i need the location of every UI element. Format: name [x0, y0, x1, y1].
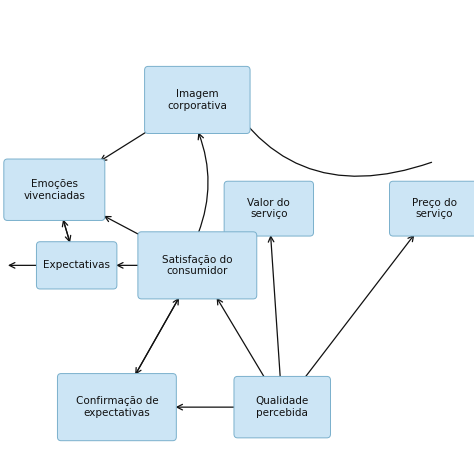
- Text: Qualidade
percebida: Qualidade percebida: [255, 396, 309, 418]
- FancyBboxPatch shape: [57, 374, 176, 441]
- Text: Satisfação do
consumidor: Satisfação do consumidor: [162, 255, 233, 276]
- FancyBboxPatch shape: [138, 232, 257, 299]
- Text: Imagem
corporativa: Imagem corporativa: [167, 89, 227, 111]
- Text: Expectativas: Expectativas: [43, 260, 110, 270]
- FancyBboxPatch shape: [234, 376, 330, 438]
- FancyBboxPatch shape: [224, 181, 313, 236]
- FancyArrowPatch shape: [214, 74, 431, 176]
- Text: Confirmação de
expectativas: Confirmação de expectativas: [75, 396, 158, 418]
- FancyBboxPatch shape: [390, 181, 474, 236]
- FancyBboxPatch shape: [145, 66, 250, 134]
- Text: Valor do
serviço: Valor do serviço: [247, 198, 290, 219]
- FancyBboxPatch shape: [4, 159, 105, 220]
- Text: Emoções
vivenciadas: Emoções vivenciadas: [23, 179, 85, 201]
- FancyBboxPatch shape: [36, 242, 117, 289]
- Text: Preço do
serviço: Preço do serviço: [412, 198, 456, 219]
